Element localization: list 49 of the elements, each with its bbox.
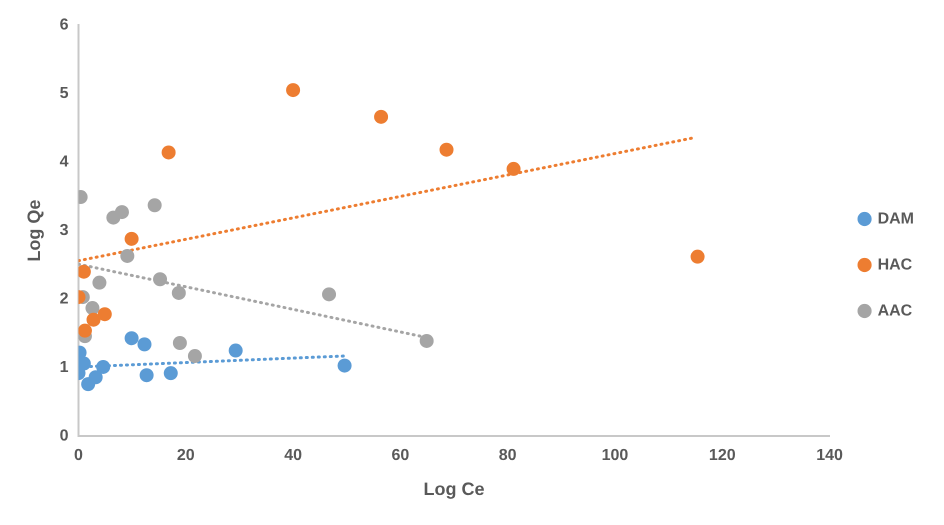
point	[153, 272, 168, 286]
point	[92, 276, 106, 290]
point	[440, 142, 454, 157]
point	[140, 368, 154, 382]
point	[86, 312, 101, 327]
x-axis-title: Log Ce	[424, 479, 485, 500]
point	[162, 145, 176, 160]
x-tick-label: 100	[602, 447, 628, 464]
point	[96, 360, 110, 374]
point	[286, 83, 300, 98]
x-tick-label: 20	[176, 447, 195, 464]
y-tick-label: 2	[60, 290, 69, 308]
point	[124, 232, 139, 246]
point	[88, 370, 103, 384]
point	[228, 344, 243, 358]
point	[690, 250, 705, 264]
x-tick-label: 0	[74, 447, 84, 464]
y-tick-label: 3	[60, 222, 69, 240]
y-tick-label: 6	[60, 16, 69, 34]
point	[85, 301, 100, 316]
point	[506, 162, 521, 176]
point	[338, 358, 352, 373]
y-tick-label: 0	[60, 428, 69, 445]
point	[322, 287, 336, 302]
point	[137, 337, 152, 352]
y-axis-title: Log Qe	[24, 200, 44, 262]
point	[172, 336, 187, 350]
y-tick-label: 1	[60, 359, 69, 376]
y-tick-label: 5	[60, 84, 69, 102]
x-tick-label: 140	[816, 447, 844, 464]
x-tick-label: 40	[284, 447, 302, 464]
legend-label: DAM	[878, 210, 914, 228]
x-tick-label: 120	[708, 447, 736, 464]
legend-label: HAC	[878, 256, 913, 274]
point	[98, 307, 112, 322]
point	[420, 334, 434, 348]
point	[120, 248, 134, 263]
point	[124, 331, 139, 346]
point	[374, 110, 388, 124]
x-tick-label: 60	[391, 447, 410, 464]
point	[188, 349, 202, 364]
point	[114, 205, 129, 220]
point	[172, 286, 186, 300]
point	[164, 366, 178, 380]
legend-label: AAC	[878, 302, 913, 320]
y-tick-label: 4	[60, 153, 69, 170]
point	[78, 324, 92, 338]
point	[148, 198, 162, 212]
x-tick-label: 80	[498, 447, 517, 464]
